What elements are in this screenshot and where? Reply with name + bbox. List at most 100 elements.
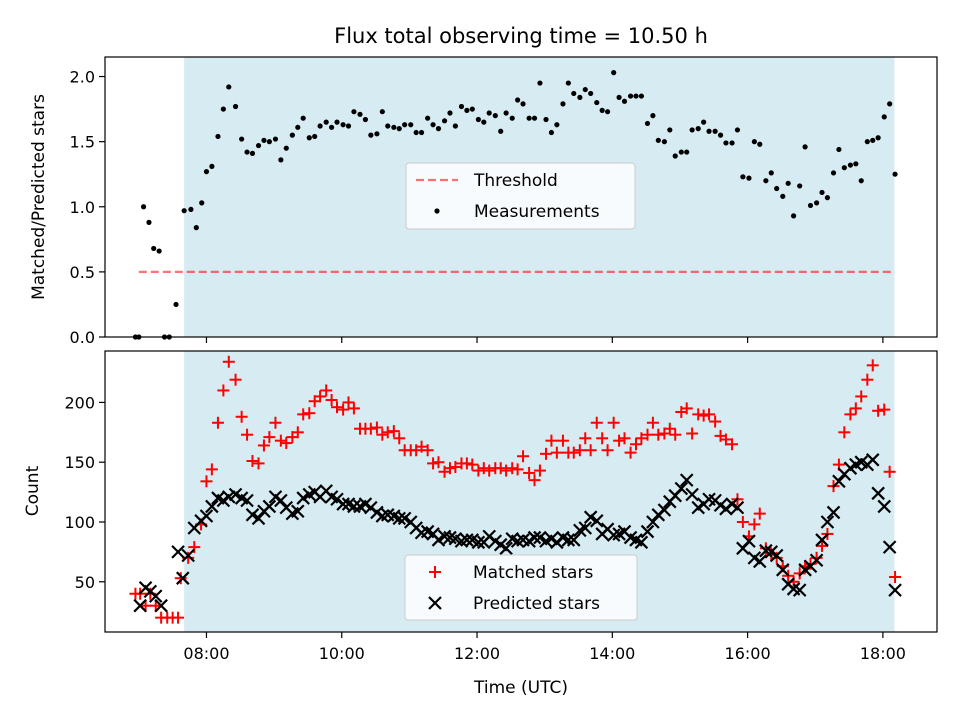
data-point bbox=[171, 545, 185, 559]
data-point bbox=[430, 122, 436, 128]
data-point bbox=[458, 103, 465, 110]
data-point bbox=[785, 180, 791, 186]
data-point bbox=[312, 133, 318, 140]
data-point bbox=[402, 122, 408, 128]
data-point bbox=[340, 122, 346, 128]
data-point bbox=[205, 463, 218, 476]
data-point bbox=[151, 245, 157, 252]
data-point bbox=[418, 129, 425, 136]
data-point bbox=[892, 171, 898, 177]
data-point bbox=[460, 533, 474, 547]
data-point bbox=[601, 444, 614, 457]
data-point bbox=[618, 432, 631, 445]
data-point bbox=[172, 611, 185, 624]
data-point bbox=[669, 428, 682, 441]
data-point bbox=[855, 390, 868, 403]
data-point bbox=[872, 404, 885, 417]
data-point bbox=[200, 475, 213, 488]
data-point bbox=[685, 487, 699, 502]
data-point bbox=[652, 428, 665, 441]
data-point bbox=[351, 109, 357, 115]
data-point bbox=[545, 434, 558, 447]
data-point bbox=[483, 464, 496, 477]
data-point bbox=[556, 434, 569, 447]
data-point bbox=[864, 139, 870, 145]
data-point bbox=[838, 426, 851, 439]
data-point bbox=[188, 541, 201, 554]
data-point bbox=[503, 110, 509, 116]
data-point bbox=[156, 248, 162, 254]
data-point bbox=[832, 474, 846, 489]
data-point bbox=[133, 598, 147, 613]
data-point bbox=[376, 428, 389, 441]
data-point bbox=[392, 511, 407, 526]
data-point bbox=[449, 460, 462, 473]
data-point bbox=[759, 542, 772, 555]
series-measurements bbox=[132, 70, 898, 340]
data-point bbox=[692, 408, 705, 421]
data-point bbox=[526, 115, 532, 121]
data-point bbox=[515, 97, 521, 103]
data-point bbox=[527, 530, 542, 545]
data-point bbox=[173, 301, 179, 308]
data-point bbox=[646, 515, 660, 529]
data-point bbox=[596, 432, 609, 445]
data-point bbox=[633, 93, 639, 99]
data-point bbox=[517, 450, 530, 463]
data-point bbox=[674, 481, 689, 496]
data-point bbox=[374, 131, 380, 137]
x-tick-label: 08:00 bbox=[183, 644, 229, 663]
data-point bbox=[427, 457, 440, 470]
data-point bbox=[362, 116, 369, 123]
data-point bbox=[717, 132, 724, 138]
data-point bbox=[347, 402, 360, 415]
data-point bbox=[641, 428, 654, 441]
data-point bbox=[883, 465, 896, 478]
data-point bbox=[640, 524, 655, 539]
data-point bbox=[500, 464, 513, 477]
data-point bbox=[813, 200, 820, 206]
data-point bbox=[753, 507, 766, 520]
data-point bbox=[830, 170, 837, 176]
x-tick-label: 10:00 bbox=[319, 644, 365, 663]
data-point bbox=[289, 132, 295, 138]
data-point bbox=[861, 373, 874, 386]
data-point bbox=[486, 110, 492, 116]
data-point bbox=[181, 548, 195, 563]
data-point bbox=[870, 137, 876, 143]
data-point bbox=[379, 109, 385, 115]
data-point bbox=[578, 521, 593, 535]
data-point bbox=[464, 107, 470, 113]
data-point bbox=[357, 111, 363, 117]
legend-measurements-swatch bbox=[434, 208, 440, 214]
data-point bbox=[209, 163, 215, 169]
data-point bbox=[232, 103, 239, 110]
data-point bbox=[809, 553, 824, 568]
data-point bbox=[730, 500, 745, 515]
data-point bbox=[337, 403, 350, 416]
bottom-legend: Matched stars Predicted stars bbox=[404, 554, 638, 621]
data-point bbox=[435, 126, 442, 132]
y-tick-label: 0.5 bbox=[70, 263, 95, 282]
data-point bbox=[188, 206, 194, 212]
bottom-legend-box bbox=[404, 554, 638, 621]
data-point bbox=[274, 493, 288, 508]
series-predicted-stars bbox=[133, 453, 902, 613]
data-point bbox=[740, 174, 746, 180]
axes-frame bbox=[104, 350, 938, 633]
data-point bbox=[644, 120, 651, 127]
data-point bbox=[146, 219, 152, 225]
data-point bbox=[396, 126, 402, 132]
data-point bbox=[443, 462, 456, 475]
data-point bbox=[768, 170, 774, 176]
data-point bbox=[246, 455, 259, 468]
data-point bbox=[176, 571, 190, 585]
data-point bbox=[370, 421, 383, 434]
data-point bbox=[550, 446, 563, 459]
data-point bbox=[573, 444, 586, 457]
data-point bbox=[421, 444, 434, 457]
data-point bbox=[790, 213, 797, 219]
data-point bbox=[780, 193, 786, 199]
data-point bbox=[296, 491, 310, 505]
data-point bbox=[471, 535, 486, 550]
